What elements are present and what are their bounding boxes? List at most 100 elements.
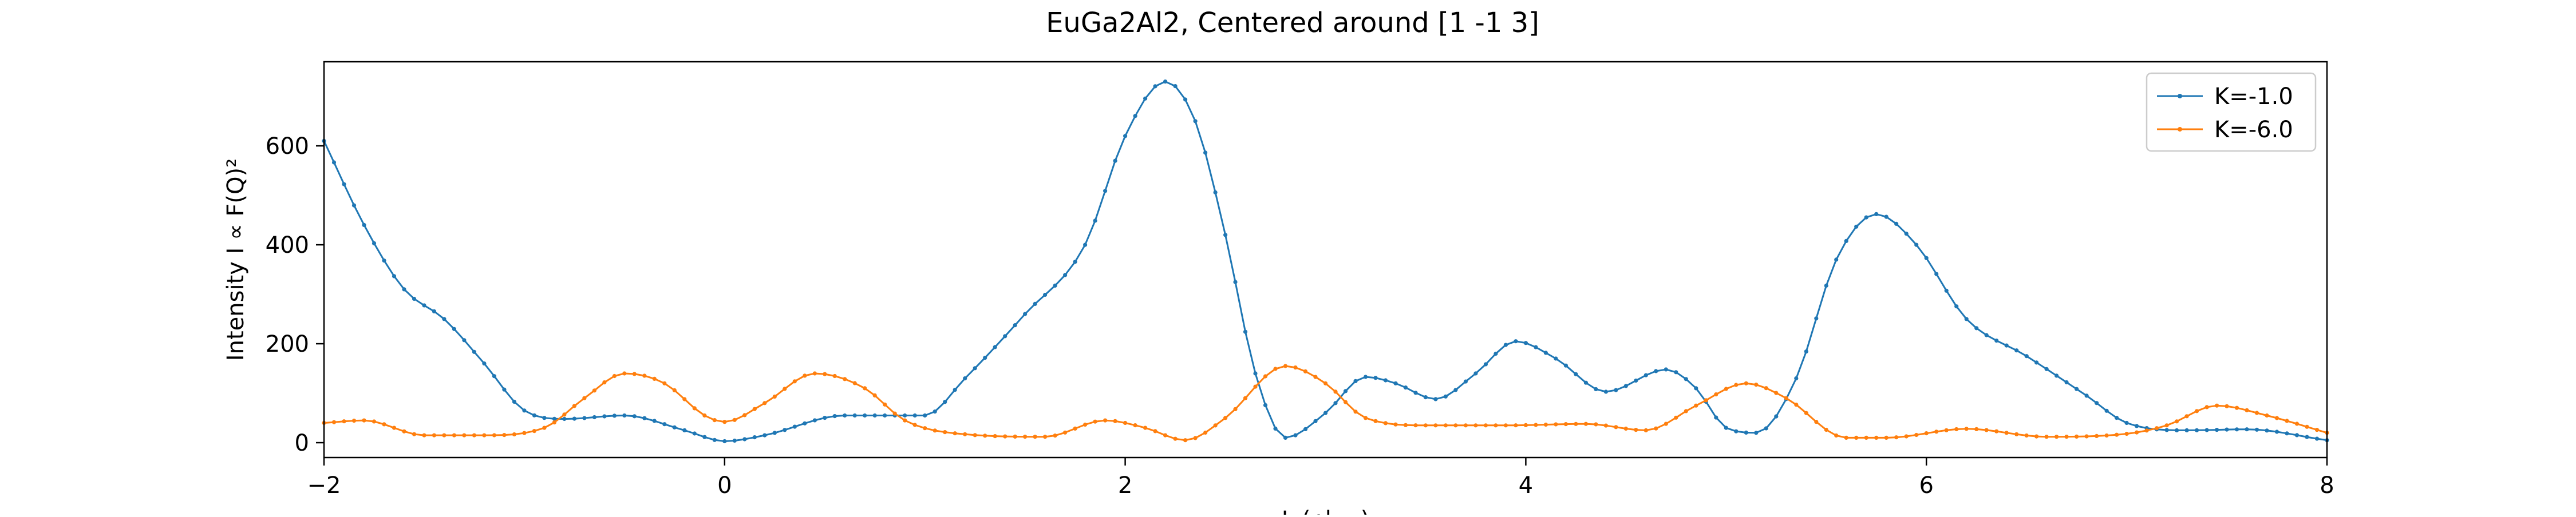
series-0-point-162	[1944, 288, 1949, 293]
series-0-point-73	[1053, 283, 1057, 288]
series-1-point-183	[2155, 426, 2159, 431]
series-1-point-35	[672, 388, 677, 393]
series-1-point-187	[2195, 409, 2199, 413]
series-0-point-92	[1243, 329, 1248, 334]
series-1-point-103	[1353, 409, 1358, 414]
series-0-point-39	[712, 438, 717, 442]
series-1-point-144	[1764, 386, 1768, 391]
series-1-point-123	[1554, 422, 1558, 427]
series-1-point-7	[392, 425, 397, 430]
series-1-point-15	[472, 433, 477, 438]
series-0-point-87	[1193, 119, 1198, 124]
series-0-point-149	[1814, 316, 1819, 321]
series-1-point-10	[422, 433, 426, 438]
series-1-point-113	[1453, 423, 1458, 428]
series-1-point-20	[522, 431, 527, 435]
legend-label-0: K=-1.0	[2214, 83, 2293, 110]
series-0-point-177	[2095, 401, 2099, 405]
series-1-point-140	[1724, 387, 1728, 391]
y-tick-label: 200	[266, 331, 309, 357]
series-0-point-81	[1133, 114, 1137, 118]
series-0-point-49	[812, 418, 817, 423]
series-0-point-174	[2064, 380, 2069, 385]
series-1-point-159	[1914, 432, 1919, 438]
series-1-point-33	[652, 376, 657, 381]
series-1-point-48	[803, 373, 807, 378]
series-0-point-26	[582, 416, 587, 420]
series-1-point-129	[1614, 425, 1618, 429]
series-0-point-36	[682, 428, 687, 433]
series-1-point-87	[1193, 436, 1198, 440]
series-0-point-15	[472, 349, 477, 354]
series-1-point-160	[1924, 431, 1929, 436]
series-0-point-194	[2265, 428, 2269, 433]
series-0-point-165	[1974, 326, 1979, 331]
series-1-point-170	[2024, 433, 2029, 438]
series-1-point-114	[1463, 423, 1468, 428]
series-0-point-119	[1514, 339, 1518, 344]
legend-label-1: K=-6.0	[2214, 117, 2293, 143]
series-1-point-57	[892, 411, 897, 416]
series-0-point-168	[2004, 343, 2009, 348]
series-0-point-84	[1163, 79, 1168, 84]
series-1-point-55	[872, 393, 877, 398]
series-1-point-27	[592, 388, 596, 393]
series-1-point-132	[1643, 428, 1648, 433]
series-1-point-18	[502, 433, 507, 438]
series-0-point-16	[482, 361, 487, 366]
series-0-point-40	[722, 439, 727, 444]
series-1-point-121	[1534, 423, 1538, 427]
series-0-point-128	[1603, 389, 1608, 394]
series-0-point-157	[1894, 221, 1899, 226]
series-0-point-56	[883, 413, 887, 418]
series-1-point-149	[1814, 420, 1819, 424]
series-1-point-110	[1423, 423, 1428, 428]
series-1-point-124	[1563, 422, 1568, 427]
series-0-point-124	[1563, 363, 1568, 368]
series-1-point-152	[1844, 435, 1848, 440]
series-1-point-65	[973, 433, 977, 438]
series-0-point-150	[1824, 283, 1828, 288]
series-0-point-141	[1734, 429, 1739, 434]
y-tick-label: 600	[266, 133, 309, 160]
series-1-point-46	[783, 387, 787, 391]
series-1-point-12	[442, 433, 447, 438]
series-0-point-132	[1643, 373, 1648, 377]
series-1-point-30	[622, 371, 627, 376]
series-1-point-13	[452, 433, 457, 438]
series-1-point-139	[1714, 392, 1718, 397]
series-1-point-127	[1594, 422, 1598, 427]
series-1-point-117	[1494, 423, 1498, 428]
series-0-point-179	[2115, 416, 2119, 420]
series-1-point-92	[1243, 396, 1248, 400]
series-0-point-196	[2285, 431, 2289, 436]
series-0-point-77	[1093, 218, 1097, 223]
series-0-point-48	[803, 421, 807, 425]
series-1-point-78	[1103, 418, 1108, 423]
series-1-point-131	[1634, 428, 1638, 432]
series-1-point-43	[752, 407, 757, 411]
series-1-point-9	[412, 432, 417, 436]
series-1-point-179	[2115, 432, 2119, 437]
series-1-point-1	[331, 420, 337, 424]
series-1-point-26	[582, 396, 587, 400]
series-0-point-155	[1874, 212, 1879, 216]
series-1-point-44	[762, 401, 767, 405]
series-1-point-25	[572, 404, 577, 408]
series-0-point-62	[943, 400, 947, 404]
series-1-point-73	[1053, 434, 1057, 438]
series-1-point-145	[1774, 391, 1779, 395]
y-tick-label: 0	[295, 430, 309, 456]
series-1-point-4	[362, 418, 366, 423]
series-1-point-141	[1734, 383, 1739, 387]
series-1-point-83	[1153, 429, 1157, 434]
series-1-point-52	[843, 377, 847, 381]
series-0-point-99	[1313, 419, 1318, 424]
series-0-point-161	[1934, 272, 1939, 276]
series-0-point-135	[1674, 370, 1678, 375]
series-0-point-139	[1714, 415, 1718, 420]
series-1-point-23	[552, 420, 557, 425]
series-1-point-199	[2314, 428, 2320, 432]
series-0-point-148	[1804, 349, 1808, 354]
